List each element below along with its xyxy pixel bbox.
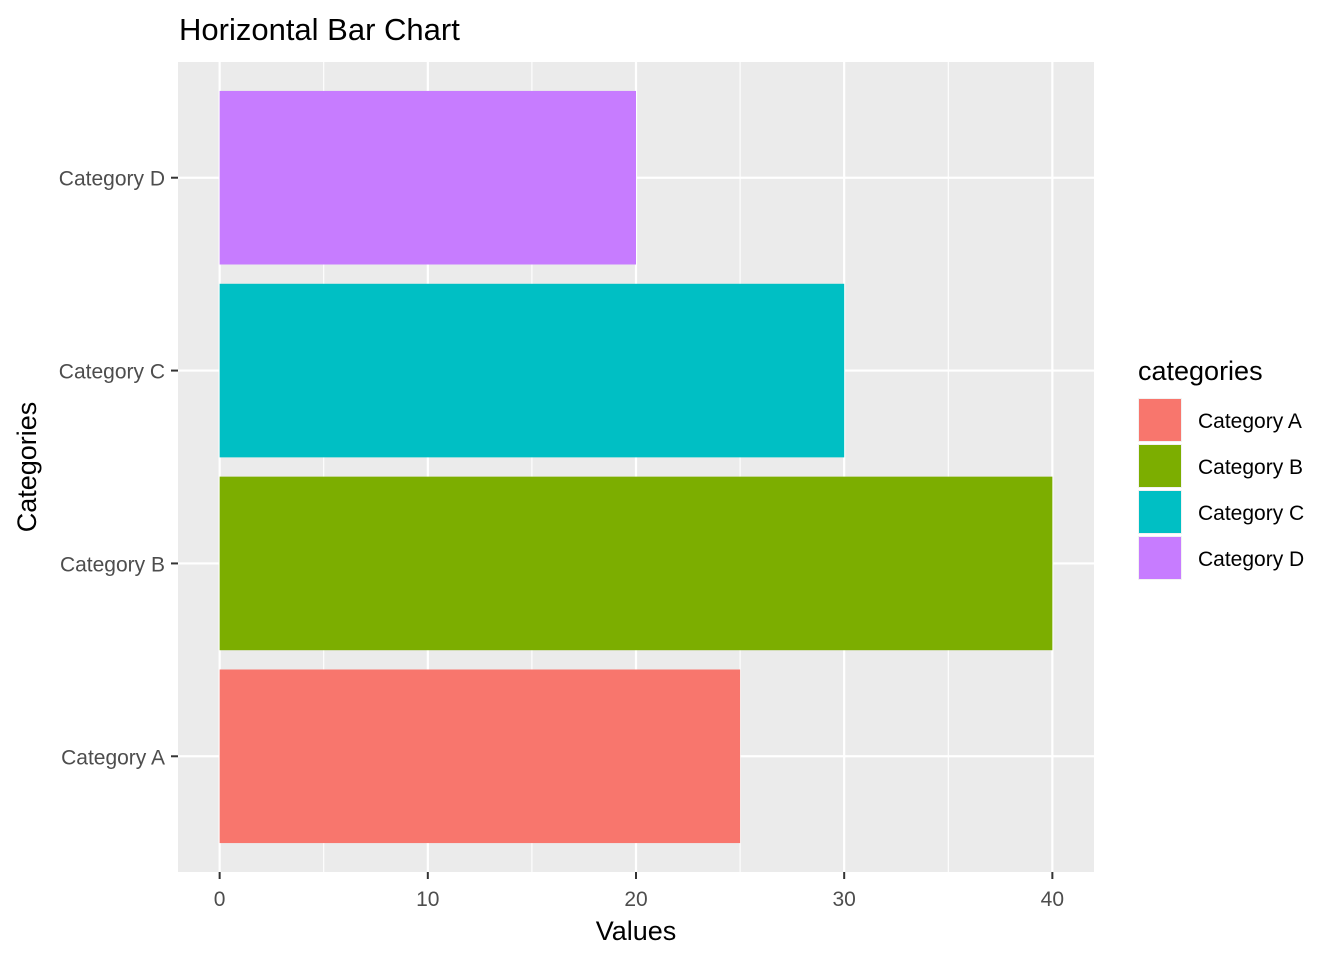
y-tick-label: Category B [60,553,165,576]
x-tick-label: 0 [214,888,226,911]
legend-key-category-b [1139,445,1181,487]
legend-label: Category C [1198,502,1304,525]
y-axis-title: Categories [12,402,42,533]
legend-items: Category A Category B Category C Category D [1138,398,1304,580]
legend-key-category-c [1139,491,1181,533]
x-tick-label: 30 [833,888,856,911]
y-tick-label: Category D [59,168,165,191]
x-axis-title: Values [596,916,677,946]
x-tick-label: 10 [416,888,439,911]
bar-category-d [219,90,637,265]
chart-title: Horizontal Bar Chart [179,12,460,47]
x-tick-label: 20 [624,888,647,911]
legend-label: Category D [1198,548,1304,571]
y-tick-labels: Category A Category B Category C Category D [59,168,165,770]
legend-label: Category A [1198,410,1302,433]
y-tick-label: Category C [59,361,165,384]
bar-category-a [219,669,741,844]
axis-ticks [171,176,1054,879]
bars [219,90,1053,844]
legend-key-category-a [1139,399,1181,441]
legend-label: Category B [1198,456,1303,479]
y-tick-label: Category A [61,746,165,769]
legend-key-category-d [1139,537,1181,579]
bar-category-b [219,476,1053,651]
bar-category-c [219,283,845,458]
x-tick-label: 40 [1041,888,1064,911]
x-tick-labels: 0 10 20 30 40 [214,888,1064,911]
legend-title: categories [1138,356,1263,386]
